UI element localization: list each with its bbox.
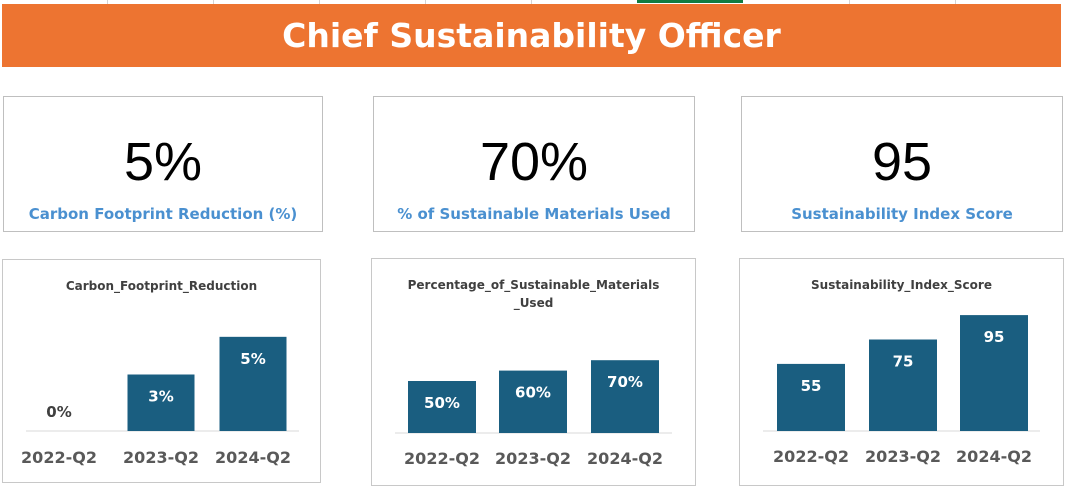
chart-title: Sustainability_Index_Score xyxy=(811,278,992,293)
bar-2022-q2 xyxy=(777,363,845,431)
data-label: 5% xyxy=(240,350,265,368)
category-label: 2024-Q2 xyxy=(215,448,291,467)
bar-2022-q2 xyxy=(408,381,476,433)
bar-2024-q2 xyxy=(591,360,659,433)
chart-carbon-footprint[interactable]: Carbon_Footprint_Reduction 0% 2022-Q2 3% 202… xyxy=(2,259,321,483)
bar-2024-q2 xyxy=(219,336,287,431)
bar-2024-q2 xyxy=(960,315,1028,431)
chart-plot: Carbon_Footprint_Reduction 0% 2022-Q2 3% 202… xyxy=(21,279,299,467)
category-label: 2023-Q2 xyxy=(123,448,199,467)
kpi-card-carbon-footprint: 5% Carbon Footprint Reduction (%) xyxy=(3,96,323,232)
data-label: 50% xyxy=(424,394,460,412)
data-label: 75 xyxy=(893,353,914,371)
category-label: 2023-Q2 xyxy=(495,449,571,468)
kpi-label: Sustainability Index Score xyxy=(791,205,1013,223)
bar-2023-q2 xyxy=(499,370,567,433)
data-label: 55 xyxy=(801,377,822,395)
category-label: 2022-Q2 xyxy=(404,449,480,468)
kpi-card-sustainability-index: 95 Sustainability Index Score xyxy=(741,96,1063,232)
bar-2023-q2 xyxy=(869,339,937,431)
chart-title: _Used xyxy=(514,296,554,311)
kpi-card-sustainable-materials: 70% % of Sustainable Materials Used xyxy=(373,96,695,232)
category-label: 2023-Q2 xyxy=(865,447,941,466)
chart-plot: Sustainability_Index_Score 55 2022-Q2 75 202… xyxy=(763,278,1040,466)
chart-sustainable-materials[interactable]: Percentage_of_Sustainable_Materials _Used… xyxy=(371,258,696,486)
kpi-value: 70% xyxy=(479,132,589,192)
category-label: 2022-Q2 xyxy=(21,448,97,467)
chart-title: Percentage_of_Sustainable_Materials xyxy=(408,278,660,293)
kpi-value: 95 xyxy=(871,132,933,192)
kpi-label: Carbon Footprint Reduction (%) xyxy=(28,205,298,223)
chart-plot: Percentage_of_Sustainable_Materials _Used… xyxy=(395,278,672,468)
bar-2023-q2 xyxy=(127,374,195,431)
data-label: 3% xyxy=(148,388,173,406)
data-label: 60% xyxy=(515,384,551,402)
chart-title: Carbon_Footprint_Reduction xyxy=(66,279,257,294)
kpi-value: 5% xyxy=(123,132,203,192)
data-label: 0% xyxy=(46,403,71,421)
category-label: 2022-Q2 xyxy=(773,447,849,466)
kpi-label: % of Sustainable Materials Used xyxy=(397,205,671,223)
data-label: 95 xyxy=(984,328,1005,346)
data-label: 70% xyxy=(607,373,643,391)
chart-sustainability-index[interactable]: Sustainability_Index_Score 55 2022-Q2 75 202… xyxy=(739,258,1064,486)
category-label: 2024-Q2 xyxy=(587,449,663,468)
category-label: 2024-Q2 xyxy=(956,447,1032,466)
dashboard-title: Chief Sustainability Officer xyxy=(2,4,1061,67)
